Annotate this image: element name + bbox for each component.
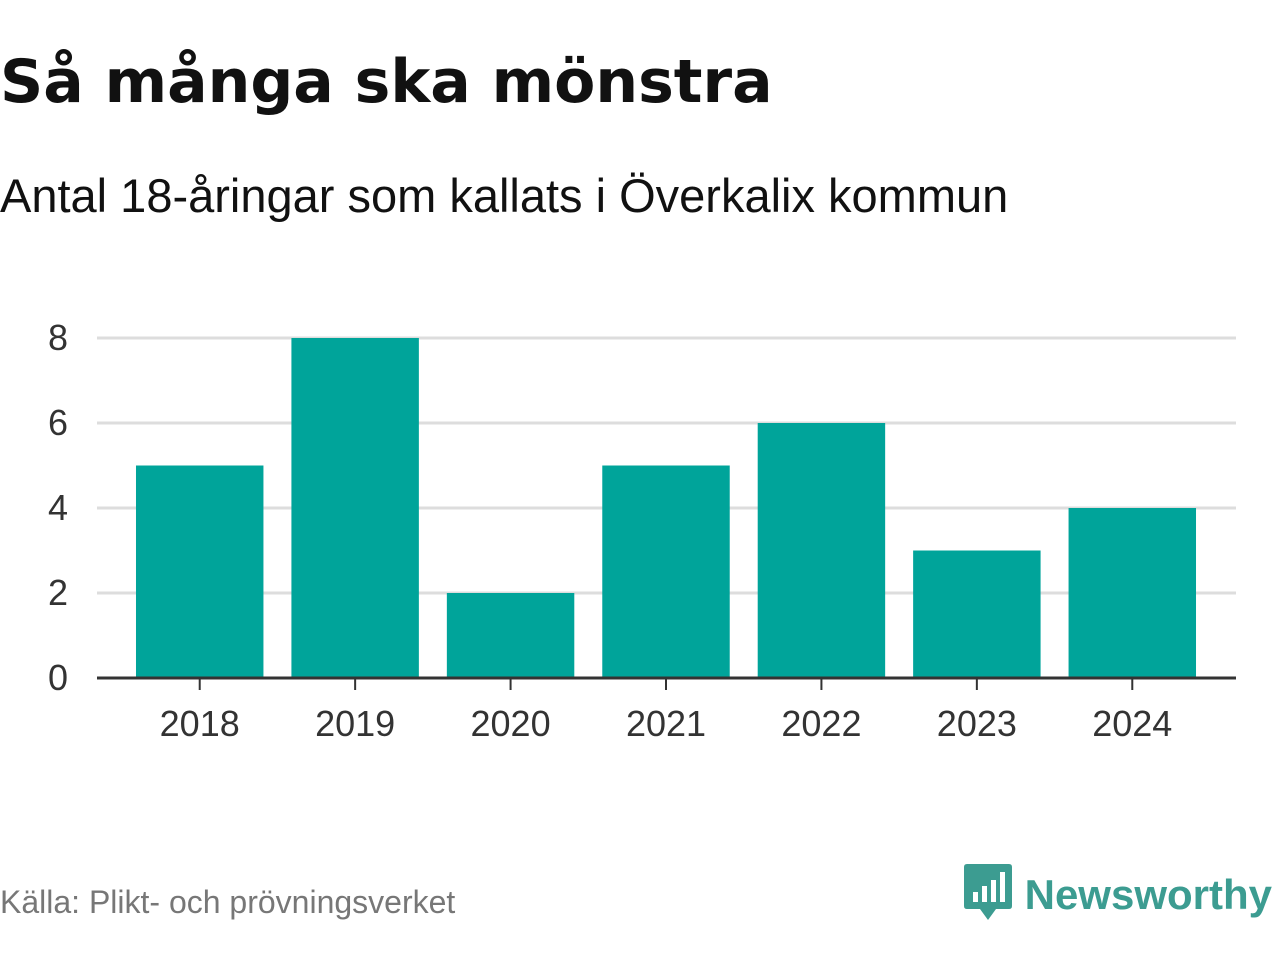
x-tick-label: 2022 <box>781 703 861 744</box>
chart-title: Så många ska mönstra <box>0 47 773 117</box>
x-tick-label: 2023 <box>937 703 1017 744</box>
bar-2024 <box>1068 508 1197 678</box>
x-tick-label: 2019 <box>315 703 395 744</box>
bar-chart: 0 2 4 6 8 2018 2019 2020 2021 2022 2023 2024 <box>0 300 1280 770</box>
x-tick-label: 2024 <box>1092 703 1172 744</box>
bar-2023 <box>913 550 1041 678</box>
y-tick-label: 6 <box>48 402 68 443</box>
bar-2021 <box>602 465 730 678</box>
y-tick-label: 8 <box>48 317 68 358</box>
y-tick-label: 2 <box>48 572 68 613</box>
source-note: Källa: Plikt- och prövningsverket <box>0 884 456 920</box>
newsworthy-logo-icon <box>963 862 1013 927</box>
bar-2018 <box>135 465 264 678</box>
x-tick-label: 2020 <box>471 703 551 744</box>
y-tick-label: 4 <box>48 487 68 528</box>
x-tick-label: 2021 <box>626 703 706 744</box>
chart-subtitle: Antal 18-åringar som kallats i Överkalix… <box>0 169 1009 222</box>
bar-2019 <box>291 338 419 678</box>
brand-logo: Newsworthy <box>963 862 1272 927</box>
brand-name: Newsworthy <box>1024 870 1272 918</box>
bar-2022 <box>757 423 886 678</box>
x-tick-label: 2018 <box>160 703 240 744</box>
bar-2020 <box>446 593 575 678</box>
y-tick-label: 0 <box>48 657 68 698</box>
bar-chart-svg: 0 2 4 6 8 2018 2019 2020 2021 2022 2023 2024 <box>48 317 1236 744</box>
